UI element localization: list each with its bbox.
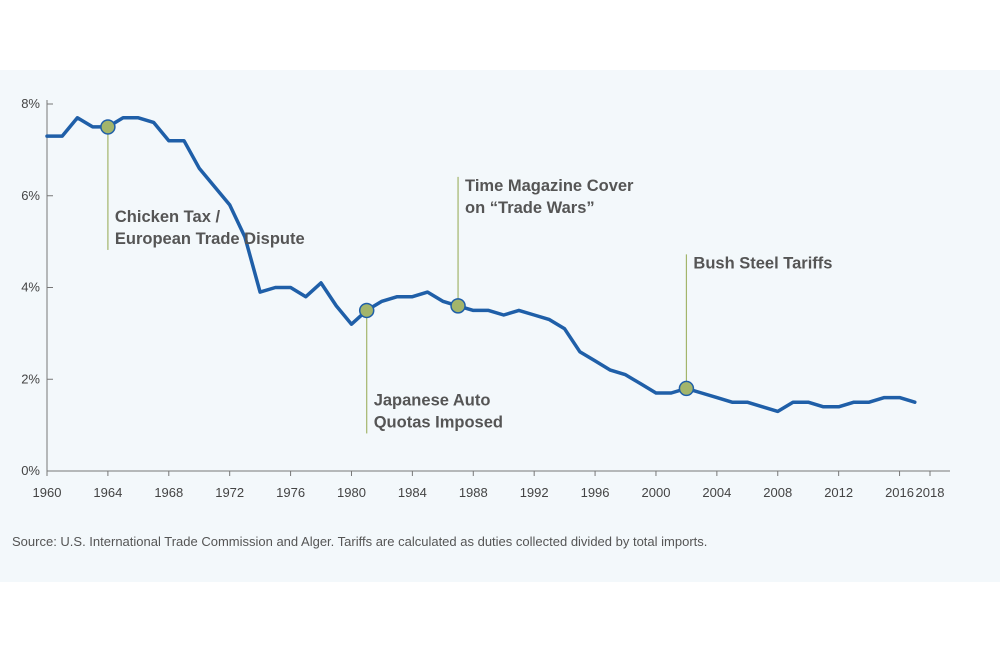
x-tick-label: 1960	[33, 485, 62, 500]
x-tick-label: 2004	[702, 485, 731, 500]
annotation-marker-chicken-tax-european-trade-dispute	[100, 119, 116, 135]
annotation-lines	[107, 126, 688, 434]
x-tick-label: 1988	[459, 485, 488, 500]
x-tick-label: 1968	[154, 485, 183, 500]
x-tick-label: 1984	[398, 485, 427, 500]
annotation-marker-time-magazine-cover-on-trade-wars	[450, 298, 466, 314]
y-tick-label: 0%	[21, 463, 40, 478]
x-tick-label: 1996	[581, 485, 610, 500]
annotation-labels: Chicken Tax / European Trade Dispute Japan…	[115, 177, 833, 432]
x-tick-label: 2012	[824, 485, 853, 500]
x-tick-label: 2000	[642, 485, 671, 500]
x-tick-label: 2016	[885, 485, 914, 500]
chart-axes: 0% 2% 4% 6% 8% 1960 1964 1968 1972 1976 1980 1984 19…	[21, 96, 950, 500]
annotation-label-time-magazine-cover-on-trade-wars: Time Magazine Cover	[465, 177, 634, 195]
series-layer	[45, 116, 917, 414]
x-tick-label: 2018	[916, 485, 945, 500]
annotation-label-bush-steel-tariffs: Bush Steel Tariffs	[693, 254, 832, 272]
y-tick-label: 8%	[21, 96, 40, 111]
y-tick-label: 4%	[21, 280, 40, 295]
annotation-marker-japanese-auto-quotas-imposed	[358, 302, 375, 319]
annotation-marker-bush-steel-tariffs	[678, 380, 695, 397]
annotation-label-time-magazine-cover-on-trade-wars: on “Trade Wars”	[465, 199, 595, 217]
y-tick-label: 2%	[21, 371, 40, 386]
x-tick-label: 2008	[763, 485, 792, 500]
y-tick-label: 6%	[21, 188, 40, 203]
x-tick-label: 1992	[520, 485, 549, 500]
annotation-label-japanese-auto-quotas-imposed: Quotas Imposed	[374, 413, 503, 431]
x-tick-label: 1964	[93, 485, 122, 500]
source-note: Source: U.S. International Trade Commiss…	[12, 534, 708, 549]
annotation-label-chicken-tax-european-trade-dispute: Chicken Tax /	[115, 208, 221, 226]
tariff-rate-line	[45, 116, 917, 414]
annotation-markers	[100, 119, 695, 397]
x-tick-label: 1972	[215, 485, 244, 500]
x-tick-label: 1976	[276, 485, 305, 500]
annotation-label-chicken-tax-european-trade-dispute: European Trade Dispute	[115, 230, 305, 248]
annotation-label-japanese-auto-quotas-imposed: Japanese Auto	[374, 391, 491, 409]
x-tick-label: 1980	[337, 485, 366, 500]
chart-panel	[0, 70, 1000, 582]
